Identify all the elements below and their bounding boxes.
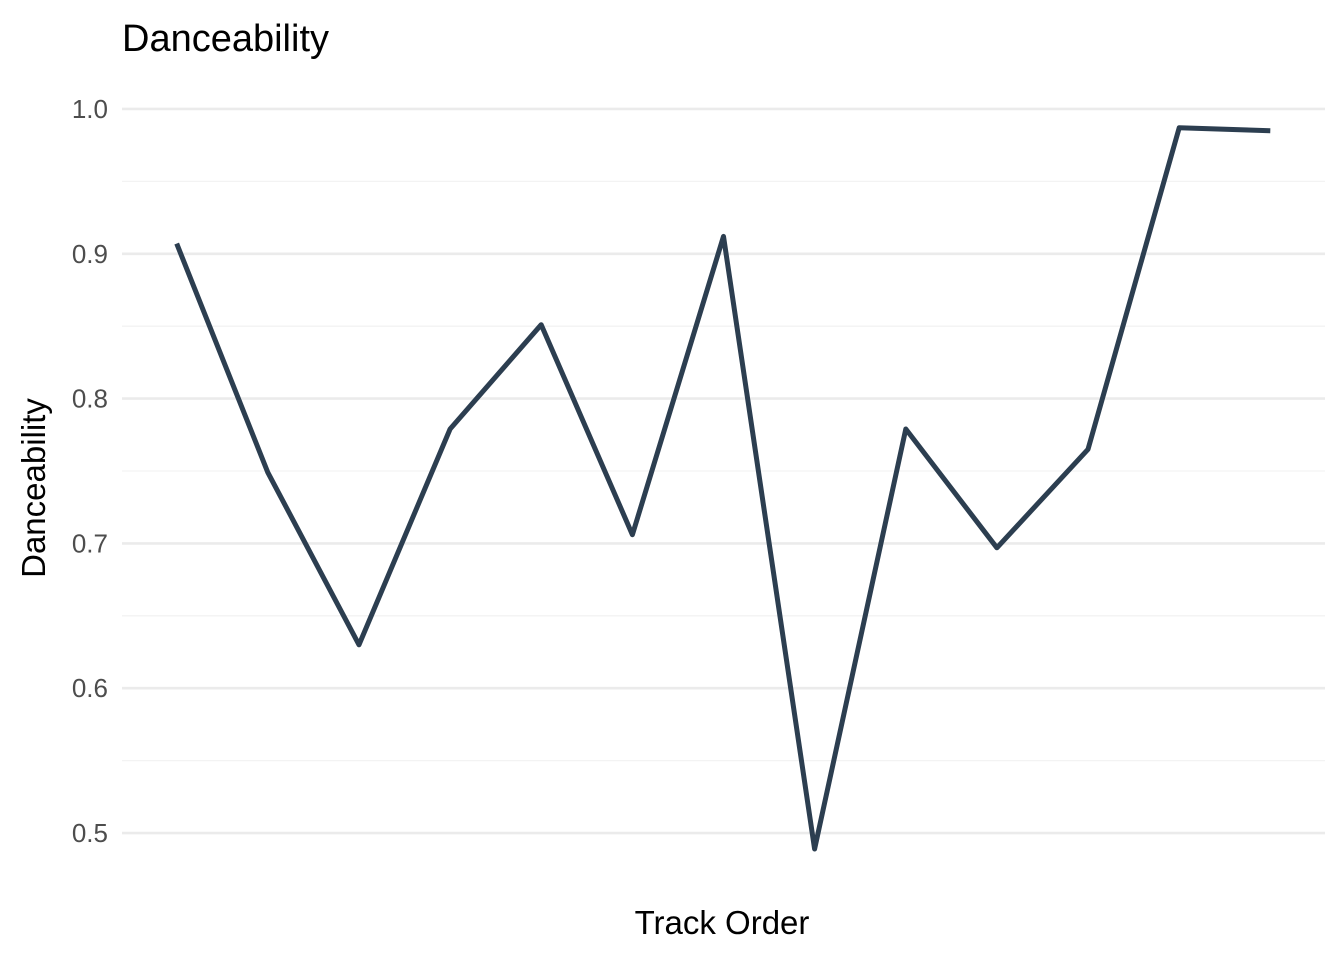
y-tick-label: 0.6 [72,673,108,703]
chart-title: Danceability [122,18,329,60]
y-tick-label: 0.5 [72,818,108,848]
x-axis-title: Track Order [635,904,810,941]
y-tick-label: 1.0 [72,94,108,124]
y-axis-title: Danceability [15,398,52,578]
data-points [176,127,1271,850]
y-axis-tick-labels: 0.5 0.6 0.7 0.8 0.9 1.0 [72,94,108,848]
series-line [174,125,1271,852]
y-tick-label: 0.7 [72,528,108,558]
y-tick-label: 0.9 [72,239,108,269]
grid-lines [122,107,1325,835]
y-tick-label: 0.8 [72,384,108,414]
